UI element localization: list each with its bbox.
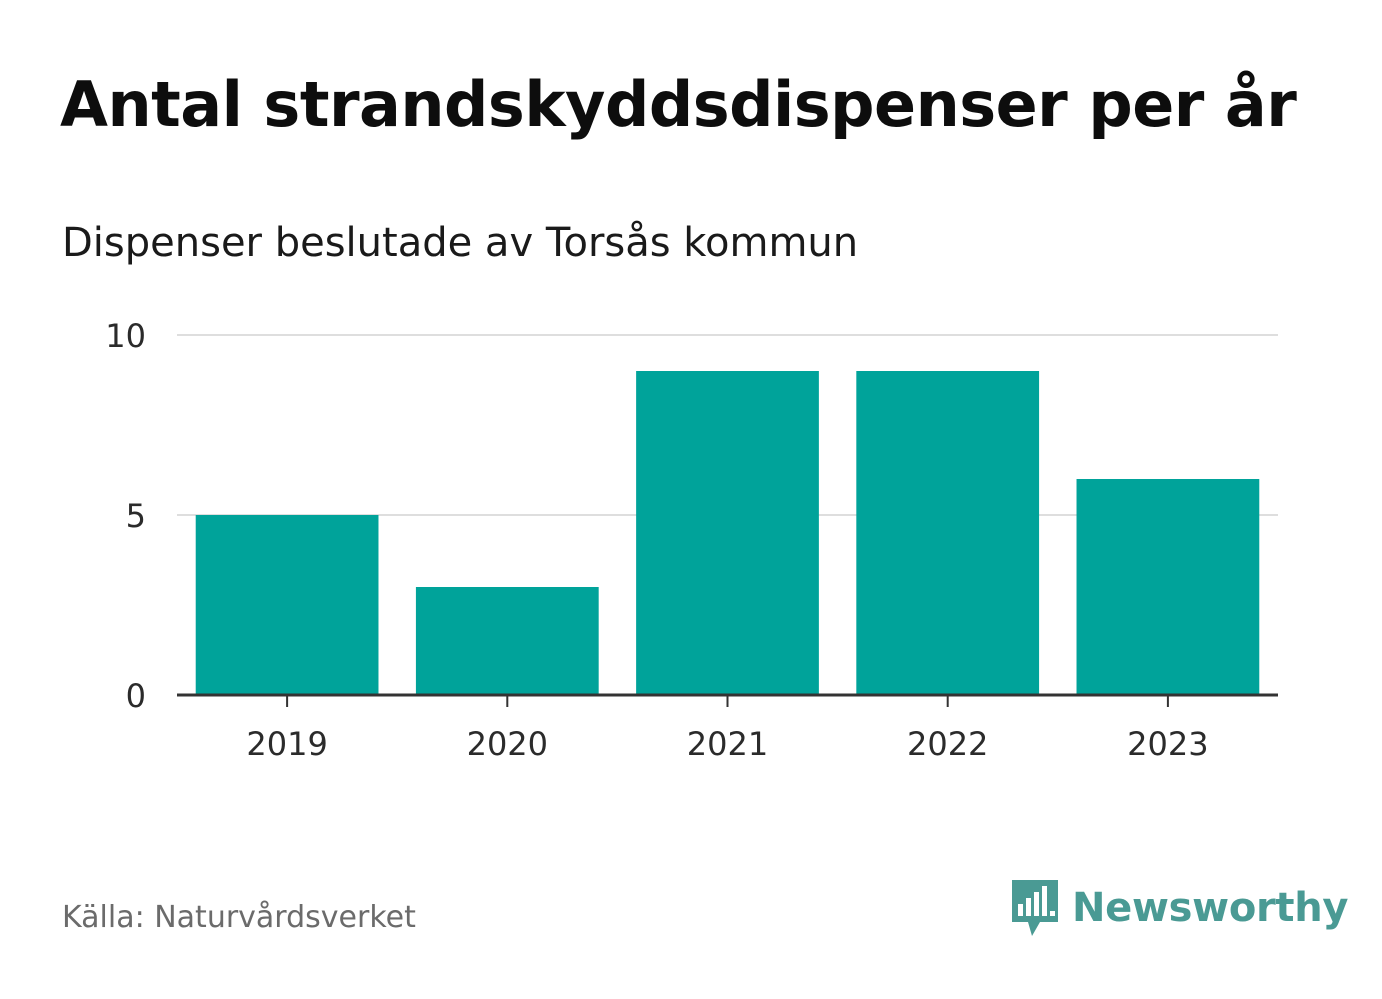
x-tick-label: 2020 bbox=[467, 725, 548, 763]
bar-2022 bbox=[856, 371, 1040, 695]
chart-title: Antal strandskyddsdispenser per år bbox=[60, 68, 1297, 141]
chart-subtitle: Dispenser beslutade av Torsås kommun bbox=[62, 220, 859, 266]
x-tick-label: 2023 bbox=[1127, 725, 1208, 763]
y-tick-label: 10 bbox=[105, 317, 146, 355]
brand-name: Newsworthy bbox=[1072, 885, 1349, 931]
y-tick-label: 0 bbox=[126, 677, 146, 715]
newsworthy-logo-icon bbox=[1012, 880, 1058, 936]
y-tick-labels: 0 5 10 bbox=[105, 317, 146, 715]
bar-chart: 0 5 10 2019 2020 2021 2022 2023 bbox=[105, 317, 1278, 763]
x-tick-label: 2022 bbox=[907, 725, 988, 763]
bar-2020 bbox=[415, 587, 599, 695]
x-tick-label: 2021 bbox=[687, 725, 768, 763]
x-axis bbox=[177, 693, 1278, 707]
bar-2019 bbox=[195, 515, 379, 695]
bar-2021 bbox=[636, 371, 819, 695]
brand-logo[interactable]: Newsworthy bbox=[1010, 878, 1349, 938]
y-tick-label: 5 bbox=[126, 497, 146, 535]
x-tick-labels: 2019 2020 2021 2022 2023 bbox=[246, 725, 1208, 763]
x-tick-label: 2019 bbox=[246, 725, 327, 763]
bars bbox=[195, 371, 1260, 695]
bar-2023 bbox=[1076, 479, 1260, 695]
source-label: Källa: Naturvårdsverket bbox=[62, 900, 416, 935]
